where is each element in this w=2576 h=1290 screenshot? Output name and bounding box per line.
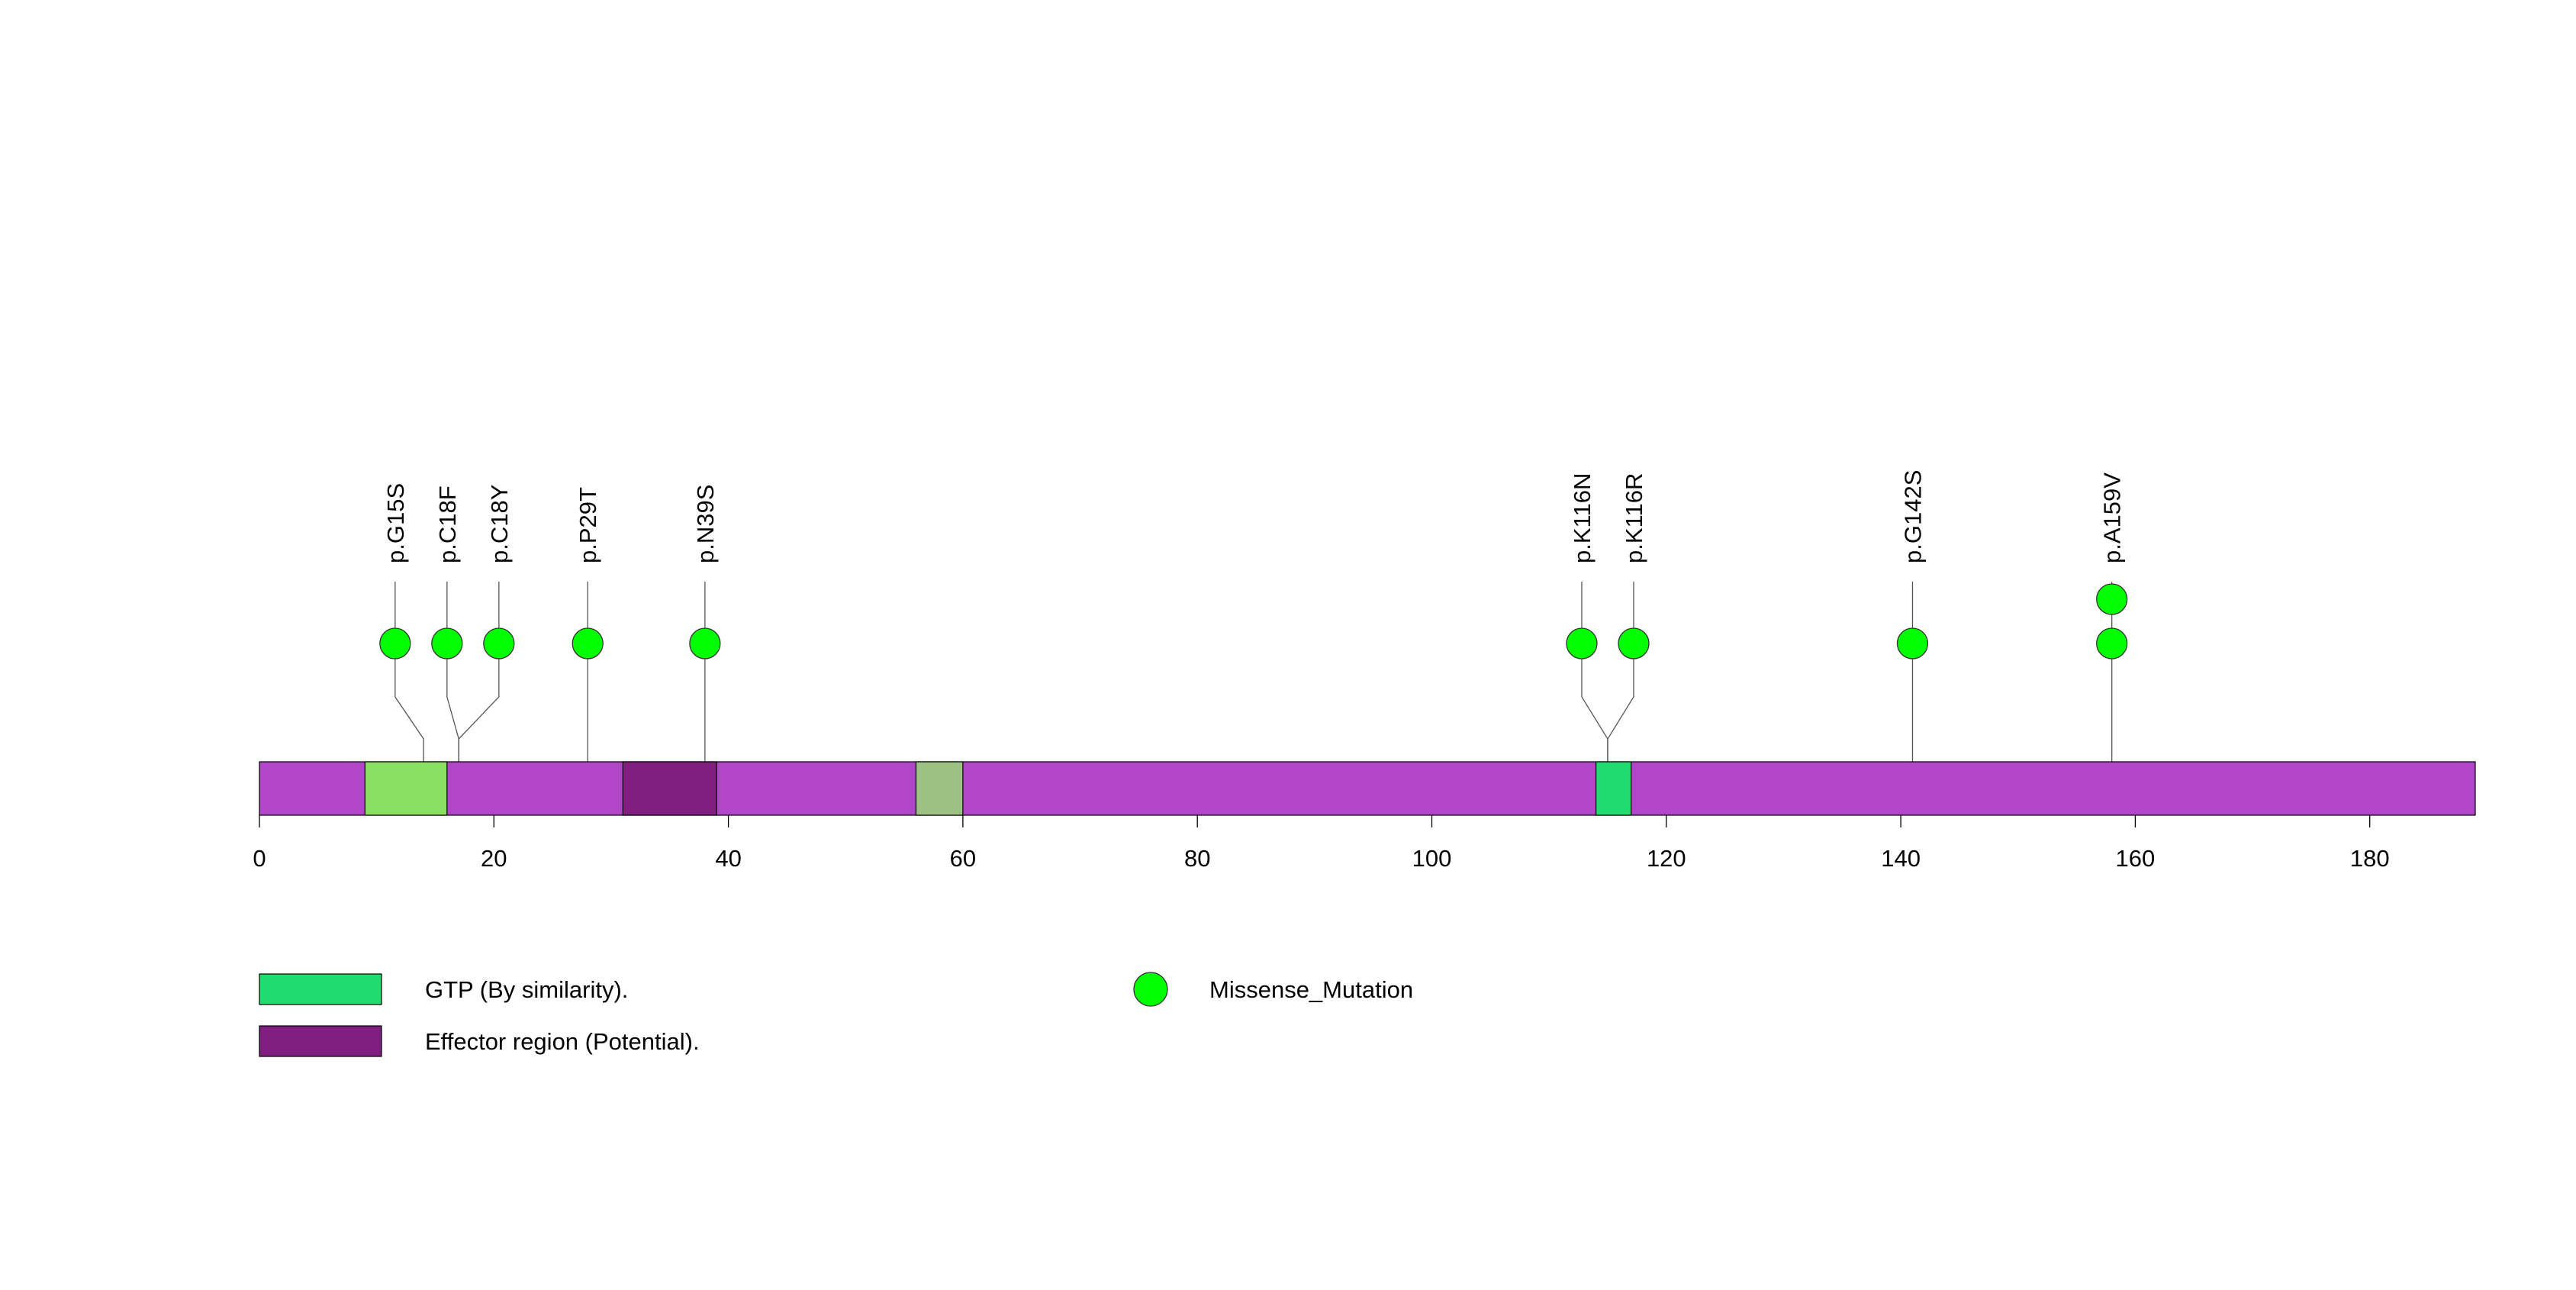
mutation-point [1618,627,1650,660]
protein-backbone [259,761,2476,816]
mutation-label: p.G15S [382,483,409,563]
x-tick-label: 60 [950,845,976,872]
mutation-label: p.P29T [575,487,601,563]
legend-label: GTP (By similarity). [425,976,628,1003]
mutation-point [1566,627,1598,660]
mutation-stem-lines [394,582,2113,643]
domain-region [622,761,717,816]
mutation-point [1896,627,1929,660]
legend-label: Effector region (Potential). [425,1028,700,1055]
domain-region [915,761,964,816]
mutation-point [2096,627,2128,660]
legend: GTP (By similarity). Effector region (Pot… [259,972,1413,1057]
legend-swatch [259,1025,382,1057]
x-tick-label: 180 [2350,845,2390,872]
mutation-label: p.A159V [2099,472,2126,563]
legend-swatch [259,973,382,1005]
domain-region [364,761,448,816]
x-tick-label: 100 [1412,845,1452,872]
protein-backbone-group [259,761,2476,816]
mutation-label: p.K116R [1621,473,1647,563]
x-axis: 0 20 40 60 80 100 120 140 160 180 [253,815,2390,872]
mutation-point [2096,583,2128,615]
legend-label: Missense_Mutation [1209,976,1413,1003]
mutation-point [483,627,515,660]
mutation-label: p.C18Y [486,485,513,563]
mutation-label: p.C18F [434,485,461,563]
x-tick-label: 120 [1647,845,1686,872]
domain-group [364,761,1632,816]
mutation-circles [379,583,2128,660]
mutation-point [431,627,463,660]
x-tick-label: 140 [1881,845,1921,872]
mutation-labels: p.G15S p.C18F p.C18Y p.P29T p.N39S p.K116N p.K… [382,470,2126,563]
mutation-label: p.N39S [692,485,719,563]
x-tick-label: 80 [1184,845,1210,872]
mutation-label: p.K116N [1569,473,1596,563]
mutation-label: p.G142S [1899,470,1926,563]
domain-region [1596,761,1632,816]
mutation-point [379,627,411,660]
mutation-point [689,627,721,660]
mutation-point [572,627,604,660]
x-tick-label: 160 [2116,845,2156,872]
legend-mutation-marker [1133,972,1168,1007]
x-tick-label: 20 [481,845,507,872]
x-tick-label: 40 [715,845,741,872]
mutation-leader-lines [394,643,2113,815]
x-tick-label: 0 [253,845,266,872]
